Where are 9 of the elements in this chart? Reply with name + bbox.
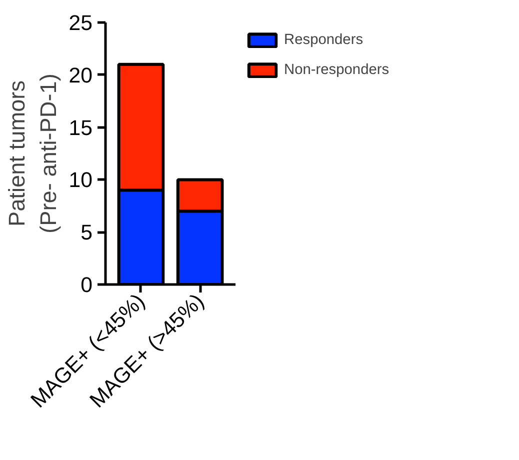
- y-tick-label: 5: [80, 220, 93, 245]
- y-axis-title: Patient tumors (Pre- anti-PD-1): [4, 74, 61, 234]
- y-tick-label: 15: [68, 116, 93, 140]
- y-tick-label: 0: [80, 273, 93, 297]
- legend-label: Responders: [284, 32, 364, 48]
- y-tick-label: 20: [68, 63, 93, 88]
- y-tick-label: 25: [68, 11, 93, 35]
- legend-label: Non-responders: [284, 62, 390, 78]
- y-tick-label: 10: [68, 168, 93, 192]
